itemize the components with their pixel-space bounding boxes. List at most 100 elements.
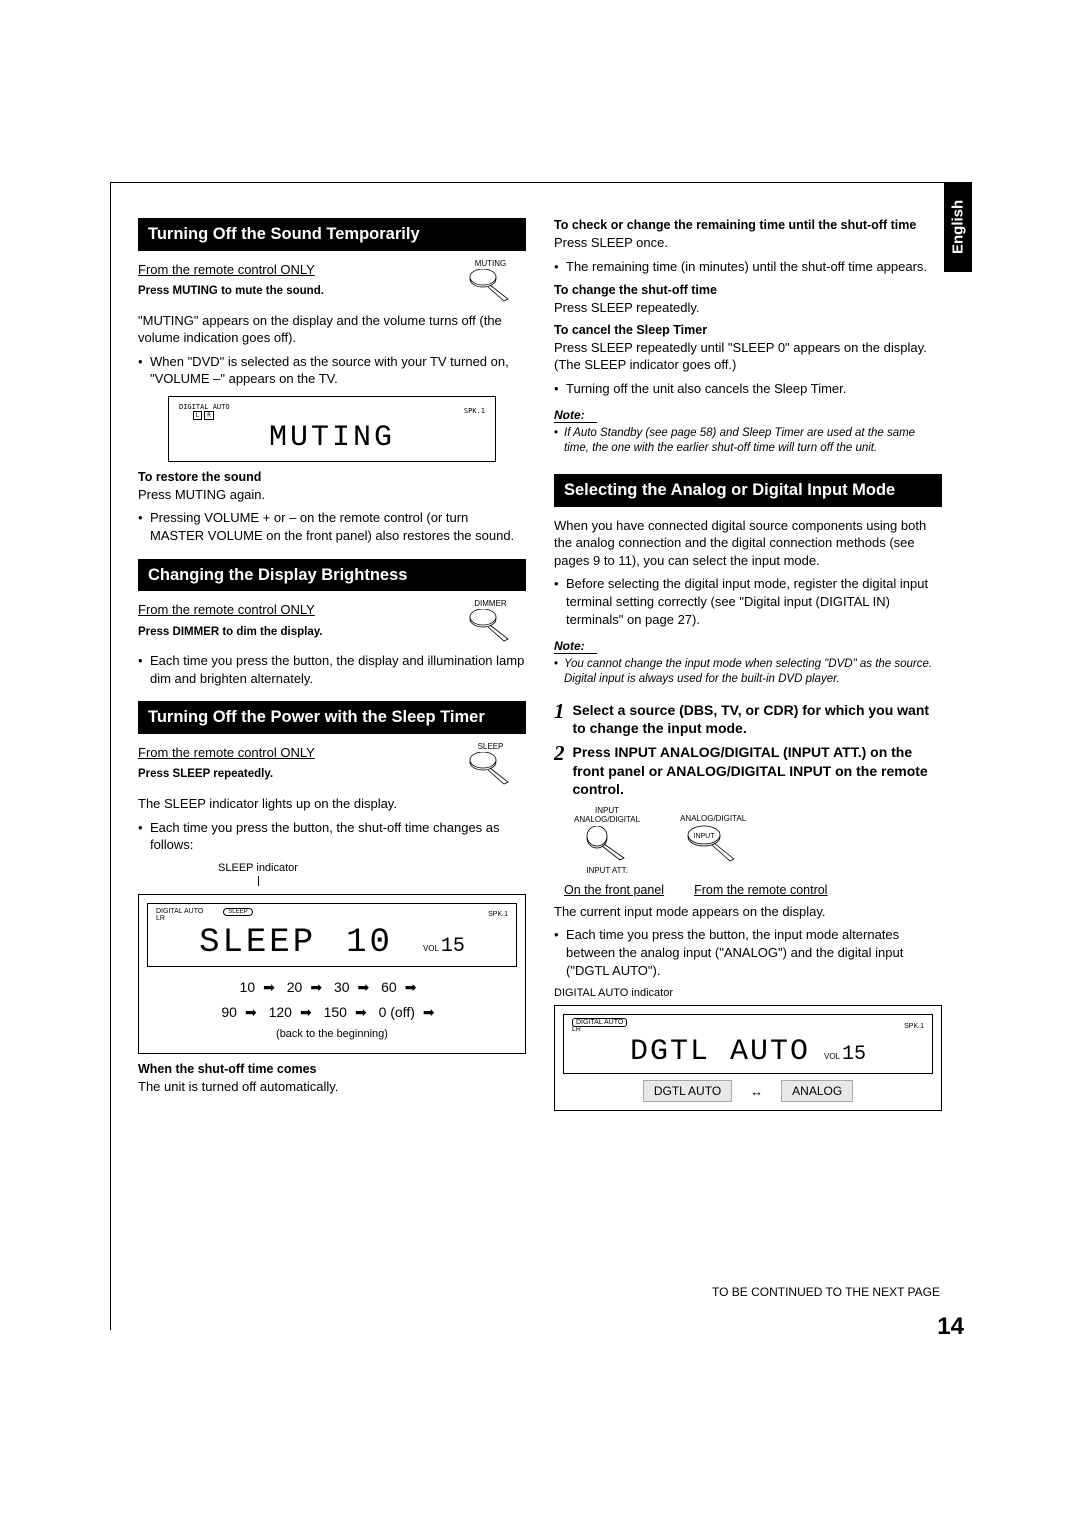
cancel-text: Press SLEEP repeatedly until "SLEEP 0" a… <box>554 339 942 374</box>
disp-R: R <box>204 411 214 420</box>
note-label-2: Note: <box>554 639 597 654</box>
continued-text: TO BE CONTINUED TO THE NEXT PAGE <box>712 1285 940 1299</box>
language-tab: English <box>944 182 972 272</box>
dimmer-bullets: Each time you press the button, the disp… <box>138 652 526 687</box>
disp-digital-auto: DIGITAL AUTO <box>179 403 230 411</box>
post-bullet: Each time you press the button, the inpu… <box>554 926 942 979</box>
step-2-num: 2 <box>554 743 565 764</box>
note-label-1: Note: <box>554 408 597 423</box>
step-2-text: Press INPUT ANALOG/DIGITAL (INPUT ATT.) … <box>573 743 943 798</box>
sleep-indicator-pointer: SLEEP indicator <box>198 862 318 886</box>
muting-btn-label: MUTING <box>463 259 518 268</box>
note-block-2: Note: You cannot change the input mode w… <box>554 638 942 687</box>
dgtl-display: DIGITAL AUTO LR SPK.1 DGTL AUTO VOL 15 <box>563 1014 933 1074</box>
toggle-row: DGTL AUTO ↔ ANALOG <box>563 1080 933 1102</box>
cancel-bullet: Turning off the unit also cancels the Sl… <box>554 380 942 398</box>
remote-button-svg-3 <box>468 752 513 787</box>
content: Turning Off the Sound Temporarily From t… <box>138 218 942 1111</box>
restore-title: To restore the sound <box>138 470 526 484</box>
muting-remote-row: From the remote control ONLY Press MUTIN… <box>138 261 526 306</box>
muting-button-icon: MUTING <box>463 261 518 306</box>
svg-text:INPUT: INPUT <box>693 833 715 840</box>
toggle-diagram: DIGITAL AUTO LR SPK.1 DGTL AUTO VOL 15 D… <box>554 1005 942 1111</box>
muting-bullets: When "DVD" is selected as the source wit… <box>138 353 526 388</box>
step-2: 2 Press INPUT ANALOG/DIGITAL (INPUT ATT.… <box>554 743 942 798</box>
restore-bullet: Pressing VOLUME + or – on the remote con… <box>138 509 526 544</box>
sleep-badge: SLEEP <box>223 908 252 916</box>
sleep-desc: The SLEEP indicator lights up on the dis… <box>138 795 526 813</box>
toggle-dgtl: DGTL AUTO <box>643 1080 732 1102</box>
sleep-val: 10 <box>346 924 393 962</box>
remote-only-label: From the remote control ONLY <box>138 261 324 279</box>
step-1-num: 1 <box>554 701 565 722</box>
when-text: The unit is turned off automatically. <box>138 1078 526 1096</box>
sleep-text: SLEEP <box>199 924 316 962</box>
restore-line: Press MUTING again. <box>138 486 526 504</box>
muting-display: DIGITAL AUTO LR SPK.1 MUTING <box>168 396 496 462</box>
check-text: Press SLEEP once. <box>554 234 942 252</box>
cancel-title: To cancel the Sleep Timer <box>554 323 942 337</box>
remote-button-svg-2 <box>468 609 513 644</box>
change-text: Press SLEEP repeatedly. <box>554 299 942 317</box>
section-muting-header: Turning Off the Sound Temporarily <box>138 218 526 251</box>
sleep-bullet-1: Each time you press the button, the shut… <box>138 819 526 854</box>
dimmer-button-icon: DIMMER <box>463 601 518 646</box>
panel-buttons: INPUT ANALOG/DIGITAL INPUT ATT. ANALOG/D… <box>574 806 942 875</box>
check-bullet: The remaining time (in minutes) until th… <box>554 258 942 276</box>
disp-R-3: R <box>576 1026 581 1033</box>
page-number: 14 <box>937 1313 964 1341</box>
remote-only-label-3: From the remote control ONLY <box>138 744 315 762</box>
right-column: To check or change the remaining time un… <box>554 218 942 1111</box>
note-text-2: You cannot change the input mode when se… <box>554 657 942 687</box>
post-text: The current input mode appears on the di… <box>554 903 942 921</box>
sleep-instruction: Press SLEEP repeatedly. <box>138 767 315 783</box>
restore-bullets: Pressing VOLUME + or – on the remote con… <box>138 509 526 544</box>
dgtl-text: DGTL AUTO <box>630 1035 810 1069</box>
step-1: 1 Select a source (DBS, TV, or CDR) for … <box>554 701 942 737</box>
section-input-header: Selecting the Analog or Digital Input Mo… <box>554 474 942 507</box>
section-dimmer-header: Changing the Display Brightness <box>138 559 526 592</box>
disp-spk1-3: SPK.1 <box>904 1023 924 1030</box>
muting-bullet-1: When "DVD" is selected as the source wit… <box>138 353 526 388</box>
disp-spk1: SPK.1 <box>464 407 485 415</box>
note-block-1: Note: If Auto Standby (see page 58) and … <box>554 407 942 456</box>
sleep-indicator-label: SLEEP indicator <box>198 862 318 874</box>
remote-button-svg <box>468 269 513 304</box>
disp-L: L <box>193 411 203 420</box>
change-title: To change the shut-off time <box>554 283 942 297</box>
sleep-button-icon: SLEEP <box>463 744 518 789</box>
check-title: To check or change the remaining time un… <box>554 218 942 232</box>
muting-desc: "MUTING" appears on the display and the … <box>138 312 526 347</box>
dimmer-btn-label: DIMMER <box>463 599 518 608</box>
muting-instruction: Press MUTING to mute the sound. <box>138 284 324 300</box>
front-panel-button: INPUT ANALOG/DIGITAL INPUT ATT. <box>574 806 640 875</box>
sleep-display: DIGITAL AUTO SLEEP LR SPK.1 SLEEP 10 VOL… <box>147 903 517 967</box>
left-column: Turning Off the Sound Temporarily From t… <box>138 218 526 1111</box>
panel-captions: On the front panel From the remote contr… <box>564 883 942 897</box>
disp-R-2: R <box>160 915 165 922</box>
dimmer-remote-row: From the remote control ONLY Press DIMME… <box>138 601 526 646</box>
remote-input-button: ANALOG/DIGITAL INPUT <box>680 814 746 867</box>
dimmer-bullet-1: Each time you press the button, the disp… <box>138 652 526 687</box>
note-text-1: If Auto Standby (see page 58) and Sleep … <box>554 426 942 456</box>
sleep-btn-label: SLEEP <box>463 742 518 751</box>
step-1-text: Select a source (DBS, TV, or CDR) for wh… <box>573 701 943 737</box>
sleep-remote-row: From the remote control ONLY Press SLEEP… <box>138 744 526 789</box>
muting-display-text: MUTING <box>179 421 485 455</box>
toggle-arrows-icon: ↔ <box>750 1084 763 1099</box>
toggle-analog: ANALOG <box>781 1080 853 1102</box>
dimmer-instruction: Press DIMMER to dim the display. <box>138 625 322 641</box>
sleep-bullets: Each time you press the button, the shut… <box>138 819 526 854</box>
caption-remote: From the remote control <box>694 883 827 897</box>
disp-spk1-2: SPK.1 <box>488 911 508 918</box>
cycle-back: (back to the beginning) <box>147 1025 517 1045</box>
input-bullet-1: Before selecting the digital input mode,… <box>554 575 942 628</box>
disp-digital-auto-2: DIGITAL AUTO <box>156 908 203 915</box>
dgtl-indicator-label: DIGITAL AUTO indicator <box>554 987 942 999</box>
vol-group-2: VOL 15 <box>824 1043 866 1066</box>
remote-only-label-2: From the remote control ONLY <box>138 601 322 619</box>
when-title: When the shut-off time comes <box>138 1062 526 1076</box>
caption-front-panel: On the front panel <box>564 883 664 897</box>
input-desc: When you have connected digital source c… <box>554 517 942 570</box>
sleep-diagram: DIGITAL AUTO SLEEP LR SPK.1 SLEEP 10 VOL… <box>138 894 526 1054</box>
